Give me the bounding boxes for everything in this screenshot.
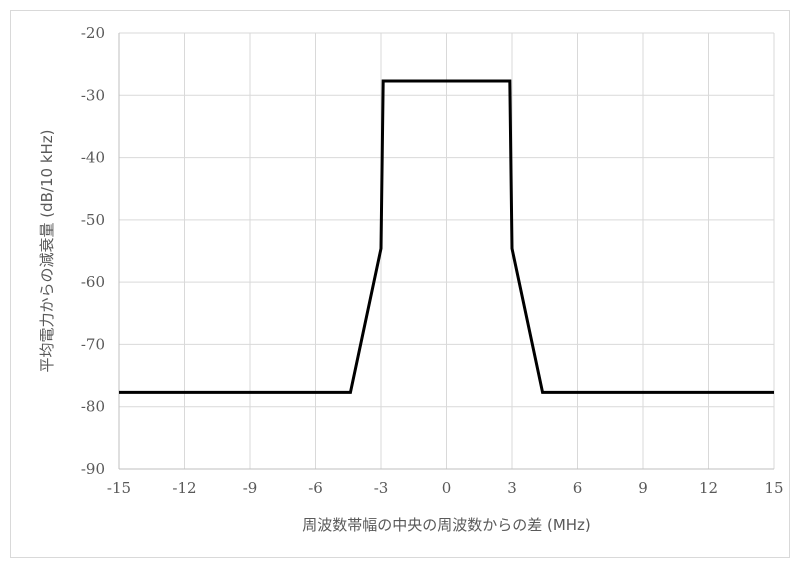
x-tick-label: 6 [573,479,583,497]
y-axis-title: 平均電力からの減衰量 (dB/10 kHz) [38,129,56,372]
x-axis-title: 周波数帯幅の中央の周波数からの差 (MHz) [302,516,591,534]
x-tick-label: 9 [638,479,648,497]
chart-frame [10,10,790,558]
grid [119,32,775,470]
x-tick-label: 3 [507,479,517,497]
y-tick-label: -60 [81,273,105,291]
x-tick-label: -12 [172,479,196,497]
series-layer [119,79,774,394]
x-tick-label: -3 [374,479,389,497]
x-tick-labels: -15 -12 -9 -6 -3 0 3 6 9 12 15 [107,479,784,497]
x-tick-label: -15 [107,479,131,497]
y-tick-label: -50 [81,211,105,229]
x-tick-label: 0 [442,479,452,497]
y-tick-label: -70 [81,335,105,353]
y-tick-label: -40 [81,149,105,167]
mask-line [119,79,774,394]
x-tick-label: 12 [699,479,718,497]
y-tick-labels: -20 -30 -40 -50 -60 -70 -80 -90 [81,24,105,478]
y-tick-label: -90 [81,460,105,478]
y-tick-label: -80 [81,398,105,416]
x-tick-label: -6 [308,479,323,497]
y-tick-label: -30 [81,86,105,104]
x-tick-label: 15 [764,479,783,497]
y-tick-label: -20 [81,24,105,42]
x-tick-label: -9 [243,479,258,497]
axes [118,33,774,470]
